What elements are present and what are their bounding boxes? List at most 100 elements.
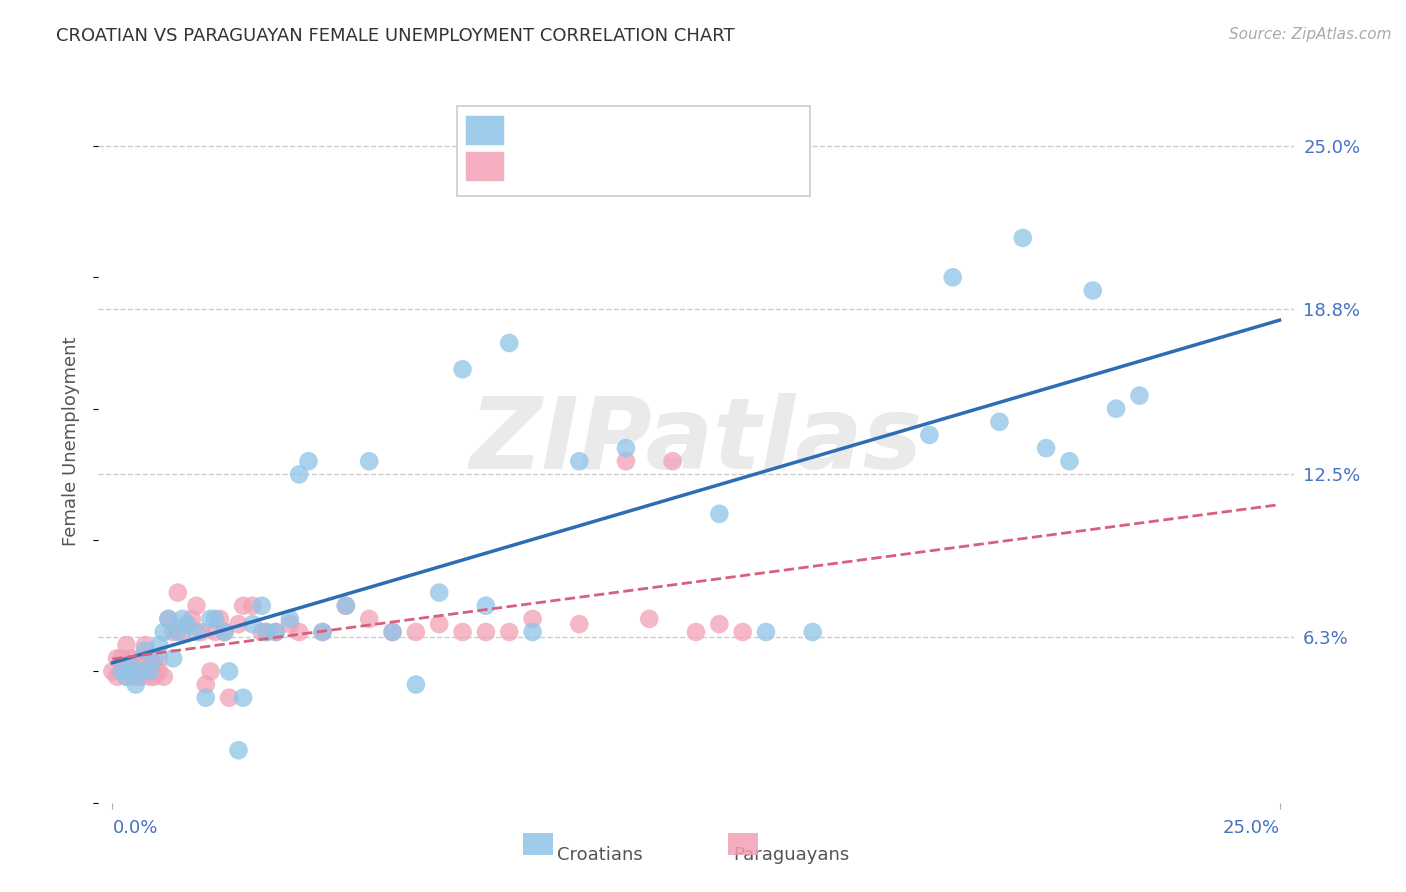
Point (250, 599, 273, 613)
Point (120, 665, 142, 679)
Point (111, 651, 134, 665)
Point (278, 617, 301, 632)
Text: R = 0.160   N = 62: R = 0.160 N = 62 (513, 156, 711, 177)
Point (125, 659, 148, 673)
Point (381, 625, 404, 640)
Point (709, 617, 731, 632)
Point (176, 617, 198, 632)
Point (614, 441, 637, 455)
Point (125, 677, 148, 691)
Point (250, 625, 273, 640)
Point (359, 612, 381, 626)
Point (288, 467, 311, 482)
Point (228, 743, 250, 757)
Point (115, 670, 138, 684)
Point (148, 665, 170, 679)
Point (134, 643, 156, 657)
FancyBboxPatch shape (457, 105, 810, 196)
FancyBboxPatch shape (728, 833, 758, 855)
Point (101, 665, 124, 679)
Point (115, 638, 138, 652)
Point (801, 625, 824, 640)
Point (1105, 401, 1128, 416)
Point (162, 651, 184, 665)
Point (381, 625, 404, 640)
Point (218, 690, 240, 705)
Point (498, 625, 520, 640)
Point (709, 507, 731, 521)
Point (218, 665, 240, 679)
Point (475, 599, 498, 613)
Point (335, 599, 357, 613)
Point (242, 617, 264, 632)
Y-axis label: Female Unemployment: Female Unemployment (62, 337, 80, 546)
FancyBboxPatch shape (465, 151, 503, 181)
Point (278, 612, 301, 626)
Point (120, 659, 142, 673)
Point (200, 612, 222, 626)
Point (1128, 388, 1150, 402)
Point (115, 670, 138, 684)
Point (143, 659, 166, 673)
FancyBboxPatch shape (523, 833, 553, 855)
Point (451, 362, 474, 376)
Point (242, 599, 264, 613)
Point (115, 659, 138, 673)
Point (148, 638, 170, 652)
Text: ZIPatlas: ZIPatlas (470, 393, 922, 490)
Point (232, 599, 254, 613)
Point (152, 625, 174, 640)
Point (139, 665, 162, 679)
Point (311, 625, 333, 640)
Point (988, 415, 1011, 429)
Point (214, 625, 236, 640)
Text: CROATIAN VS PARAGUAYAN FEMALE UNEMPLOYMENT CORRELATION CHART: CROATIAN VS PARAGUAYAN FEMALE UNEMPLOYME… (56, 27, 735, 45)
Point (256, 625, 278, 640)
Point (405, 625, 427, 640)
Point (522, 612, 544, 626)
Point (194, 690, 217, 705)
Point (125, 670, 148, 684)
Point (152, 670, 174, 684)
Point (256, 625, 278, 640)
Point (451, 625, 474, 640)
Text: R = 0.447   N = 54: R = 0.447 N = 54 (513, 120, 711, 140)
Point (297, 454, 319, 468)
Point (942, 270, 965, 285)
Point (335, 599, 357, 613)
Point (918, 428, 941, 442)
Point (427, 585, 450, 599)
Point (1081, 284, 1104, 298)
Point (405, 677, 427, 691)
Point (105, 651, 128, 665)
Point (105, 670, 128, 684)
Point (129, 651, 152, 665)
Point (228, 617, 250, 632)
Point (166, 585, 188, 599)
FancyBboxPatch shape (465, 115, 503, 145)
Point (180, 612, 202, 626)
Point (139, 651, 162, 665)
Point (1035, 441, 1057, 455)
Point (111, 665, 134, 679)
Point (120, 651, 142, 665)
Point (143, 670, 166, 684)
Point (143, 651, 166, 665)
Point (134, 638, 156, 652)
Point (139, 670, 162, 684)
Point (427, 617, 450, 632)
Point (638, 612, 661, 626)
Point (359, 454, 381, 468)
Point (186, 599, 208, 613)
Point (498, 336, 520, 351)
Point (157, 612, 180, 626)
Point (111, 665, 134, 679)
Point (614, 454, 637, 468)
Point (568, 617, 591, 632)
Point (311, 625, 333, 640)
Point (214, 625, 236, 640)
Point (134, 665, 156, 679)
Point (129, 665, 152, 679)
Point (264, 625, 287, 640)
Point (264, 625, 287, 640)
